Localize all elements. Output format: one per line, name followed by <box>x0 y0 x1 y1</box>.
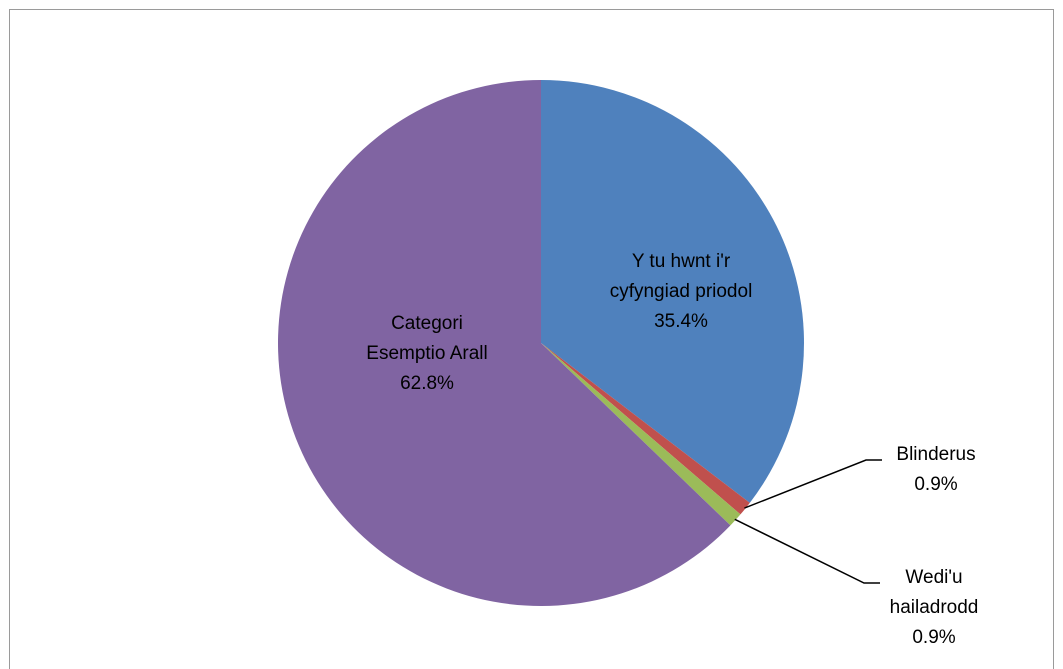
slice-label-line: Y tu hwnt i'r <box>632 251 731 272</box>
slice-label-2: Wedi'u hailadrodd 0.9% <box>890 567 979 648</box>
pie-slice-2 <box>541 343 741 526</box>
leader-line-1 <box>744 459 882 509</box>
pie-slice-0 <box>541 80 805 503</box>
slice-label-3: Categori Esemptio Arall 62.8% <box>366 313 487 394</box>
slice-label-line: Categori <box>391 313 463 334</box>
pie-slices <box>277 80 805 607</box>
leader-lines <box>734 459 882 584</box>
slice-label-line: 35.4% <box>654 311 708 332</box>
slice-label-1: Blinderus 0.9% <box>896 444 975 495</box>
pie-slice-3 <box>277 80 731 607</box>
pie-slice-1 <box>541 343 750 515</box>
slice-labels: Y tu hwnt i'r cyfyngiad priodol 35.4% Blind… <box>366 251 978 648</box>
slice-label-0: Y tu hwnt i'r cyfyngiad priodol 35.4% <box>610 251 753 332</box>
slice-label-line: 62.8% <box>400 373 454 394</box>
slice-label-line: Wedi'u <box>905 567 962 588</box>
leader-line-2 <box>734 518 880 584</box>
slice-label-line: 0.9% <box>914 474 957 495</box>
slice-label-line: Esemptio Arall <box>366 343 487 364</box>
slice-label-line: cyfyngiad priodol <box>610 281 753 302</box>
slice-label-line: hailadrodd <box>890 597 979 618</box>
slice-label-line: 0.9% <box>912 627 955 648</box>
slice-label-line: Blinderus <box>896 444 975 465</box>
